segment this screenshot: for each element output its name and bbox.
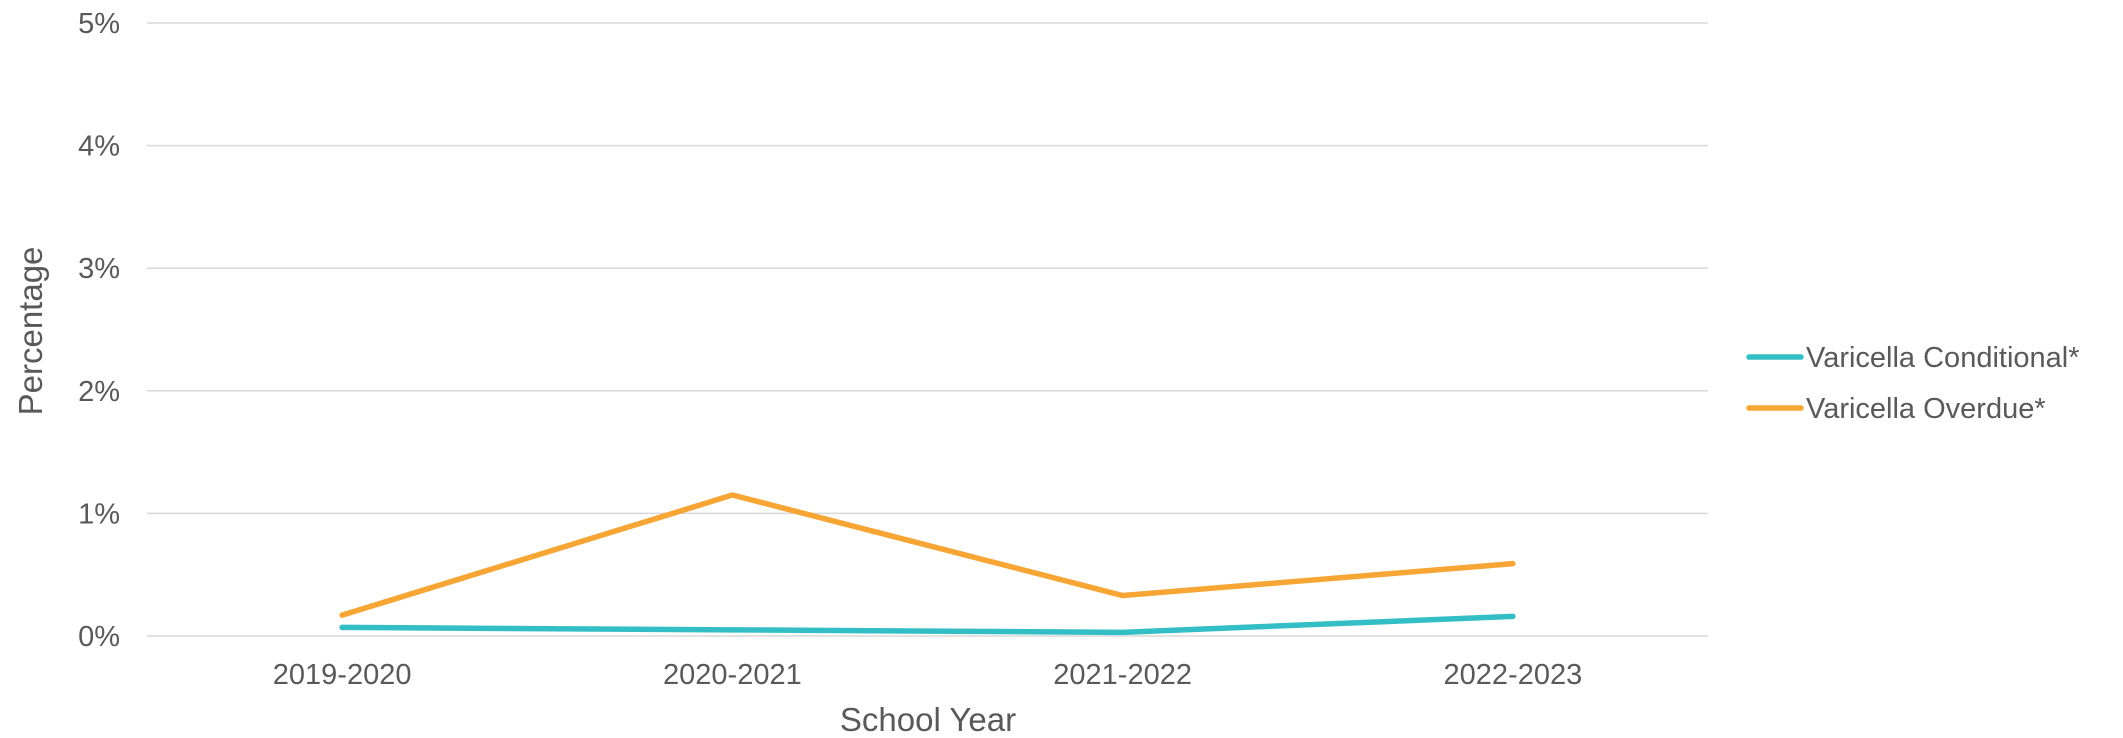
legend: Varicella Conditional* Varicella Overdue*	[1746, 342, 2080, 425]
x-axis-title: School Year	[840, 701, 1016, 738]
data-point	[339, 624, 345, 630]
data-point	[1120, 629, 1126, 635]
legend-label: Varicella Conditional*	[1806, 342, 2080, 374]
data-point	[339, 612, 345, 618]
y-axis-ticks: 0% 1% 2% 3% 4% 5%	[78, 8, 120, 653]
data-point	[1510, 613, 1516, 619]
x-axis-ticks: 2019-2020 2020-2021 2021-2022 2022-2023	[273, 659, 1582, 691]
x-tick-label: 2021-2022	[1053, 659, 1192, 691]
y-tick-label: 4%	[78, 131, 120, 163]
x-tick-label: 2019-2020	[273, 659, 412, 691]
data-point	[1120, 593, 1126, 599]
data-point	[729, 627, 735, 633]
gridlines	[147, 22, 1708, 637]
y-tick-label: 3%	[78, 253, 120, 285]
series-line	[339, 492, 1516, 618]
legend-label: Varicella Overdue*	[1806, 393, 2046, 425]
x-tick-label: 2022-2023	[1444, 659, 1583, 691]
y-tick-label: 2%	[78, 376, 120, 408]
x-tick-label: 2020-2021	[663, 659, 802, 691]
y-axis-title: Percentage	[12, 247, 49, 416]
y-tick-label: 0%	[78, 621, 120, 653]
data-point	[729, 492, 735, 498]
data-point	[1510, 561, 1516, 567]
series-line	[339, 613, 1516, 636]
y-tick-label: 1%	[78, 498, 120, 530]
y-tick-label: 5%	[78, 8, 120, 40]
series-lines	[339, 492, 1516, 636]
